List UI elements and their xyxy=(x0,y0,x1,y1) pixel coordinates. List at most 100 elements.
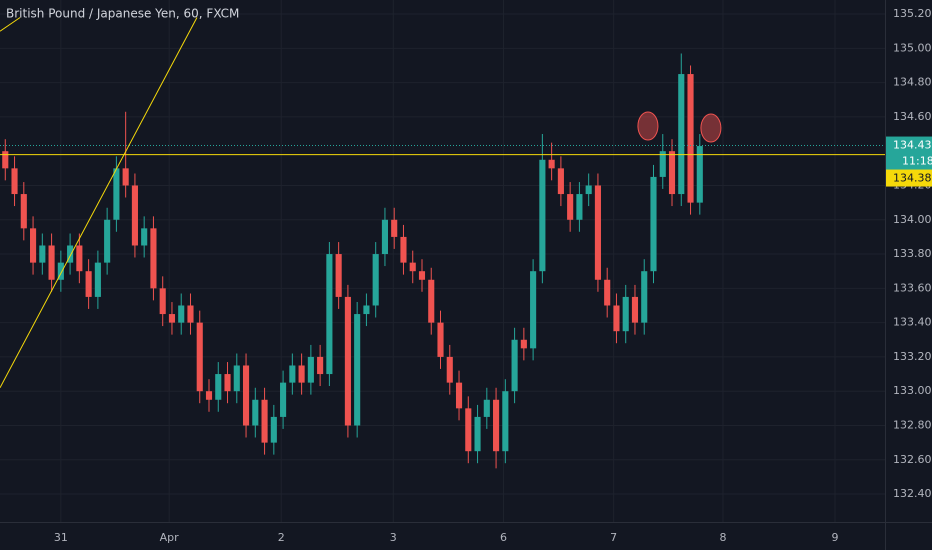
y-tick-label: 134.600 xyxy=(893,110,932,123)
y-tick-label: 133.000 xyxy=(893,384,932,397)
x-tick-label: 2 xyxy=(278,531,285,544)
candle-body xyxy=(530,271,537,349)
candle-body xyxy=(178,305,185,323)
candle-body xyxy=(280,382,287,417)
candle-body xyxy=(141,228,148,246)
price-line-box xyxy=(886,169,932,187)
candle-body xyxy=(474,416,481,452)
candle-body xyxy=(30,228,37,263)
candle-body xyxy=(539,159,546,272)
y-tick-label: 132.600 xyxy=(893,453,932,466)
candle-body xyxy=(594,185,601,280)
candle-body xyxy=(465,408,472,452)
candle-body xyxy=(224,374,231,392)
x-tick-label: 3 xyxy=(390,531,397,544)
candle-body xyxy=(372,254,379,306)
candle-body xyxy=(511,339,518,392)
y-tick-label: 132.800 xyxy=(893,418,932,431)
candle-body xyxy=(687,74,694,203)
candle-body xyxy=(381,219,389,255)
y-tick-label: 135.200 xyxy=(893,7,932,20)
candle-body xyxy=(613,305,620,332)
candle-body xyxy=(557,168,564,195)
candle-body xyxy=(85,271,92,297)
candle-body xyxy=(576,194,583,220)
candle-body xyxy=(187,305,194,323)
candle-body xyxy=(363,305,370,315)
candle-body xyxy=(57,262,64,280)
y-tick-label: 134.800 xyxy=(893,76,932,89)
countdown-label: 11:18 xyxy=(902,155,932,168)
candle-body xyxy=(446,356,453,383)
candle-body xyxy=(196,322,203,392)
trendline xyxy=(0,17,198,389)
candle-body xyxy=(354,314,361,426)
candle-body xyxy=(344,296,351,426)
candle-body xyxy=(622,296,629,332)
candle-body xyxy=(631,296,639,323)
candle-body xyxy=(641,271,648,323)
candle-body xyxy=(428,279,435,323)
candle-body xyxy=(678,74,685,195)
candle-body xyxy=(104,219,111,263)
x-tick-label: 9 xyxy=(831,531,838,544)
candle-body xyxy=(493,399,500,452)
candle-body xyxy=(131,185,138,246)
candle-body xyxy=(233,365,240,392)
chart-title: British Pound / Japanese Yen, 60, FXCM xyxy=(6,7,239,21)
candle-body xyxy=(205,391,213,400)
x-tick-label: 7 xyxy=(610,531,617,544)
candle-body xyxy=(696,146,703,203)
y-tick-label: 133.400 xyxy=(893,316,932,329)
candle-body xyxy=(335,254,342,297)
candle-body xyxy=(159,288,166,315)
candle-body xyxy=(659,151,666,177)
candle-body xyxy=(20,194,27,229)
candle-body xyxy=(122,168,129,186)
candle-body xyxy=(400,236,407,263)
candle-body xyxy=(307,356,314,383)
candle-body xyxy=(409,262,416,272)
candle-body xyxy=(2,151,9,169)
x-tick-label: 31 xyxy=(54,531,68,544)
candle-body xyxy=(483,399,490,417)
ellipse-marker xyxy=(700,113,722,143)
candle-body xyxy=(548,159,555,169)
trendline xyxy=(0,17,21,32)
price-line-label: 134.380 xyxy=(893,172,932,185)
ellipse-marker xyxy=(637,111,659,141)
candle-body xyxy=(150,228,157,289)
y-tick-label: 133.600 xyxy=(893,281,932,294)
candle-body xyxy=(455,382,463,409)
candle-body xyxy=(437,322,444,357)
y-tick-label: 132.400 xyxy=(893,487,932,500)
candle-body xyxy=(317,356,324,375)
candle-body xyxy=(48,245,55,280)
candle-body xyxy=(668,151,676,195)
candle-body xyxy=(242,365,250,426)
candle-body xyxy=(520,339,527,349)
x-tick-label: 6 xyxy=(500,531,507,544)
candle-body xyxy=(270,416,277,443)
y-tick-label: 134.000 xyxy=(893,213,932,226)
last-price-label: 134.433 xyxy=(893,139,932,152)
candle-body xyxy=(650,176,657,272)
x-tick-label: Apr xyxy=(160,531,180,544)
candle-body xyxy=(11,168,18,195)
y-tick-label: 133.200 xyxy=(893,350,932,363)
candle-body xyxy=(252,399,259,426)
candle-body xyxy=(39,245,46,263)
candle-body xyxy=(168,314,176,323)
candle-body xyxy=(326,254,333,375)
candle-body xyxy=(585,185,592,195)
candle-body xyxy=(604,279,611,306)
y-tick-label: 135.000 xyxy=(893,41,932,54)
last-price-box xyxy=(886,136,932,171)
candle-body xyxy=(261,399,268,443)
candle-body xyxy=(567,194,574,220)
candle-body xyxy=(391,219,398,237)
x-tick-label: 8 xyxy=(719,531,726,544)
candle-body xyxy=(113,168,120,220)
candle-body xyxy=(289,365,296,383)
